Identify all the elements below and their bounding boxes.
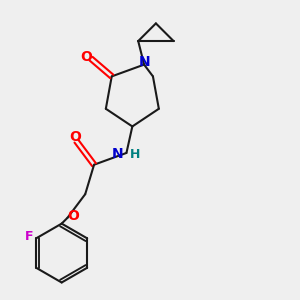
Text: N: N: [138, 55, 150, 69]
Text: N: N: [111, 147, 123, 161]
Text: F: F: [25, 230, 33, 243]
Text: O: O: [68, 209, 80, 223]
Text: O: O: [80, 50, 92, 64]
Text: O: O: [69, 130, 81, 144]
Text: H: H: [129, 148, 140, 161]
